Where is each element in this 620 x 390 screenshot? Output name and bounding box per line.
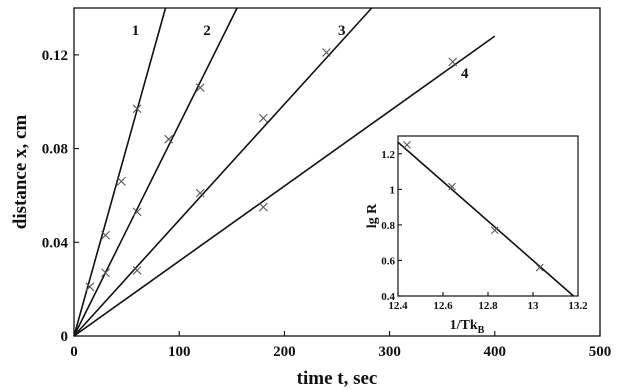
- inset-x-tick-label: 12.6: [433, 300, 453, 312]
- x-tick-label: 500: [589, 344, 612, 360]
- fit-line-series-3: [73, 7, 373, 337]
- marker-series-3: [258, 113, 268, 123]
- inset-x-tick-label: 12.8: [478, 300, 498, 312]
- inset-x-tick-label: 12.4: [388, 300, 408, 312]
- marker-series-2: [132, 207, 142, 217]
- marker-series-1: [85, 282, 95, 292]
- inset-y-tick-label: 1.2: [381, 149, 395, 161]
- x-axis-title: time t, sec: [297, 368, 378, 389]
- main-ticks: 0 100 200 300 400 500 0 0.04 0.08 0.12: [42, 48, 612, 360]
- marker-series-1: [116, 176, 126, 186]
- x-tick-label: 300: [378, 344, 401, 360]
- marker-series-4: [258, 202, 268, 212]
- inset-y-tick-label: 0.6: [381, 255, 395, 267]
- inset-y-tick-label: 0.8: [381, 220, 395, 232]
- inset-x-axis-subscript: B: [478, 325, 485, 336]
- x-tick-label: 400: [484, 344, 507, 360]
- marker-series-3: [132, 266, 142, 275]
- fit-line-series-2: [73, 7, 238, 337]
- main-plot-frame: [73, 7, 601, 337]
- marker-series-3: [195, 188, 205, 198]
- main-plot: 0 100 200 300 400 500 0 0.04 0.08 0.12 1 2 3 4 time …: [10, 7, 612, 389]
- y-tick-label: 0.04: [42, 235, 69, 251]
- inset-ticks: 12.4 12.6 12.8 13 13.2 0.4 0.6 0.8 1 1.2: [381, 149, 588, 312]
- inset-y-tick-label: 0.4: [381, 291, 395, 303]
- inset-plot-frame: [397, 135, 579, 297]
- inset-plot: 12.4 12.6 12.8 13 13.2 0.4 0.6 0.8 1 1.2 1/TkB lg…: [365, 135, 588, 336]
- fit-line-series-1: [73, 7, 167, 337]
- series-label-4: 4: [461, 66, 469, 82]
- inset-x-axis-title: 1/TkB: [450, 318, 485, 336]
- main-markers: [85, 48, 458, 292]
- series-label-3: 3: [338, 23, 346, 39]
- marker-series-1: [101, 230, 110, 240]
- marker-series-2: [101, 268, 110, 278]
- series-label-1: 1: [132, 23, 140, 39]
- x-tick-label: 200: [273, 344, 296, 360]
- series-label-2: 2: [203, 23, 211, 39]
- marker-series-2: [195, 83, 205, 93]
- inset-markers: [403, 140, 544, 272]
- inset-marker: [535, 263, 544, 272]
- inset-x-tick-label: 13: [528, 300, 540, 312]
- inset-y-axis-title: lg R: [365, 203, 380, 228]
- main-series-labels: 1 2 3 4: [132, 23, 469, 82]
- inset-marker: [403, 140, 411, 149]
- y-tick-label: 0.12: [42, 48, 68, 64]
- main-fit-lines: [73, 7, 496, 337]
- inset-marker: [448, 182, 456, 191]
- inset-x-tick-label: 13.2: [568, 300, 588, 312]
- x-tick-label: 0: [70, 344, 78, 360]
- x-tick-label: 100: [168, 344, 191, 360]
- y-tick-label: 0: [61, 329, 69, 345]
- inset-fit: [397, 141, 575, 297]
- inset-y-tick-label: 1: [390, 184, 396, 196]
- marker-series-1: [132, 104, 142, 114]
- inset-marker: [490, 226, 499, 235]
- marker-series-2: [164, 134, 174, 144]
- fit-line-series-4: [73, 35, 496, 337]
- marker-series-4: [448, 57, 458, 67]
- inset-fit-line: [397, 141, 575, 297]
- marker-series-3: [322, 48, 331, 57]
- y-tick-label: 0.08: [42, 142, 68, 158]
- y-axis-title: distance x, cm: [10, 115, 31, 230]
